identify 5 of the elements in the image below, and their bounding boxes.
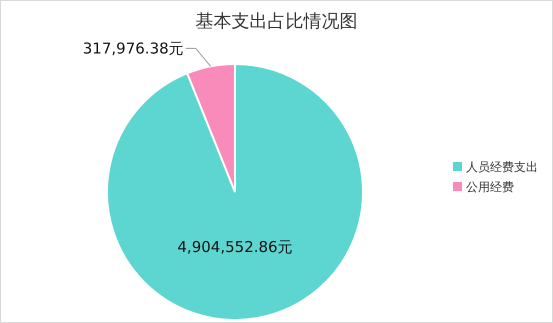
data-label: 317,976.38元 [82, 39, 184, 58]
chart-title: 基本支出占比情况图 [194, 10, 358, 33]
data-label: 4,904,552.86元 [177, 238, 293, 256]
legend-label: 人员经费支出 [466, 160, 538, 174]
legend-label: 公用经费 [466, 180, 514, 194]
